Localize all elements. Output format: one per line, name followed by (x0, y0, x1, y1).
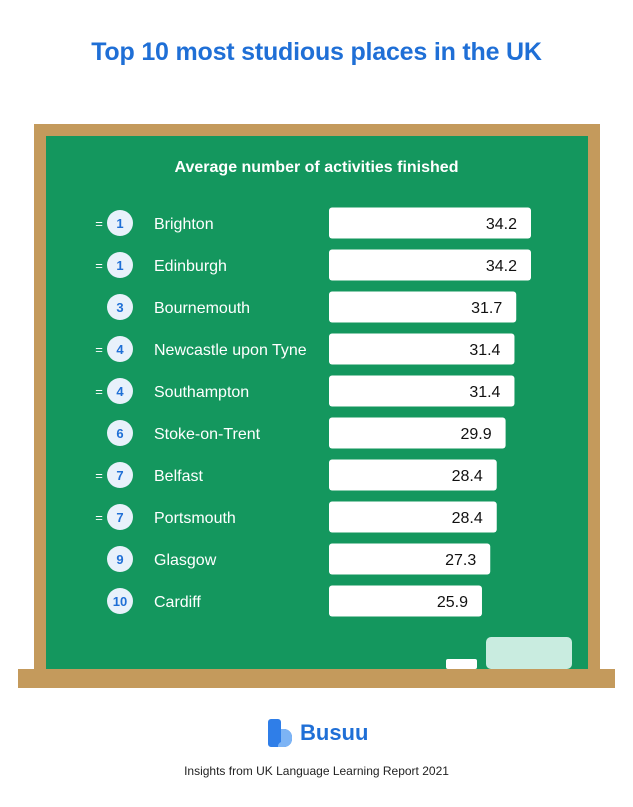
rank-label: 4 (116, 342, 124, 357)
rank-badge (107, 588, 133, 614)
rank-label: 6 (116, 426, 123, 441)
rank-badge (107, 504, 133, 530)
tie-marker: = (95, 342, 103, 357)
value-label: 31.7 (471, 300, 502, 317)
rank-badge (107, 462, 133, 488)
busuu-logo: Busuu (268, 718, 368, 748)
bar (329, 459, 497, 491)
bar (329, 207, 531, 239)
rank-label: 1 (116, 216, 123, 231)
city-label: Cardiff (154, 594, 201, 611)
tie-marker: = (95, 468, 103, 483)
value-label: 29.9 (460, 426, 491, 443)
footer-source: Insights from UK Language Learning Repor… (184, 764, 449, 778)
bar (329, 249, 531, 281)
value-label: 31.4 (469, 342, 500, 359)
city-label: Belfast (154, 468, 203, 485)
chart-subtitle: Average number of activities finished (174, 159, 459, 176)
busuu-logo-text: Busuu (300, 720, 369, 745)
page-title: Top 10 most studious places in the UK (91, 38, 542, 66)
chalkboard-ledge (18, 669, 615, 688)
bar (329, 333, 515, 365)
rank-label: 4 (116, 384, 124, 399)
city-label: Edinburgh (154, 258, 227, 275)
city-label: Glasgow (154, 552, 217, 569)
city-label: Bournemouth (154, 300, 250, 317)
value-label: 34.2 (486, 216, 517, 233)
city-label: Stoke-on-Trent (154, 426, 261, 443)
bar (329, 543, 491, 575)
tie-marker: = (95, 384, 103, 399)
value-label: 27.3 (445, 552, 476, 569)
city-label: Newcastle upon Tyne (154, 342, 307, 359)
rank-label: 7 (116, 510, 123, 525)
rank-badge (107, 420, 133, 446)
value-label: 25.9 (437, 594, 468, 611)
bar (329, 585, 482, 617)
chalk-piece (446, 659, 477, 669)
tie-marker: = (95, 216, 103, 231)
rank-badge (107, 336, 133, 362)
busuu-logo-icon (268, 719, 292, 747)
city-label: Southampton (154, 384, 249, 401)
rank-badge (107, 210, 133, 236)
tie-marker: = (95, 510, 103, 525)
bar (329, 375, 515, 407)
rank-label: 9 (116, 552, 123, 567)
value-label: 28.4 (452, 468, 483, 485)
bar (329, 417, 506, 449)
rank-label: 10 (113, 594, 127, 609)
rank-badge (107, 294, 133, 320)
value-label: 28.4 (452, 510, 483, 527)
rank-label: 7 (116, 468, 123, 483)
value-label: 31.4 (469, 384, 500, 401)
rank-badge (107, 546, 133, 572)
city-label: Brighton (154, 216, 214, 233)
bar (329, 501, 497, 533)
tie-marker: = (95, 258, 103, 273)
value-label: 34.2 (486, 258, 517, 275)
bar (329, 291, 517, 323)
rank-label: 3 (116, 300, 123, 315)
rank-badge (107, 378, 133, 404)
city-label: Portsmouth (154, 510, 236, 527)
chalkboard-eraser (486, 637, 572, 669)
rank-label: 1 (116, 258, 123, 273)
rank-badge (107, 252, 133, 278)
